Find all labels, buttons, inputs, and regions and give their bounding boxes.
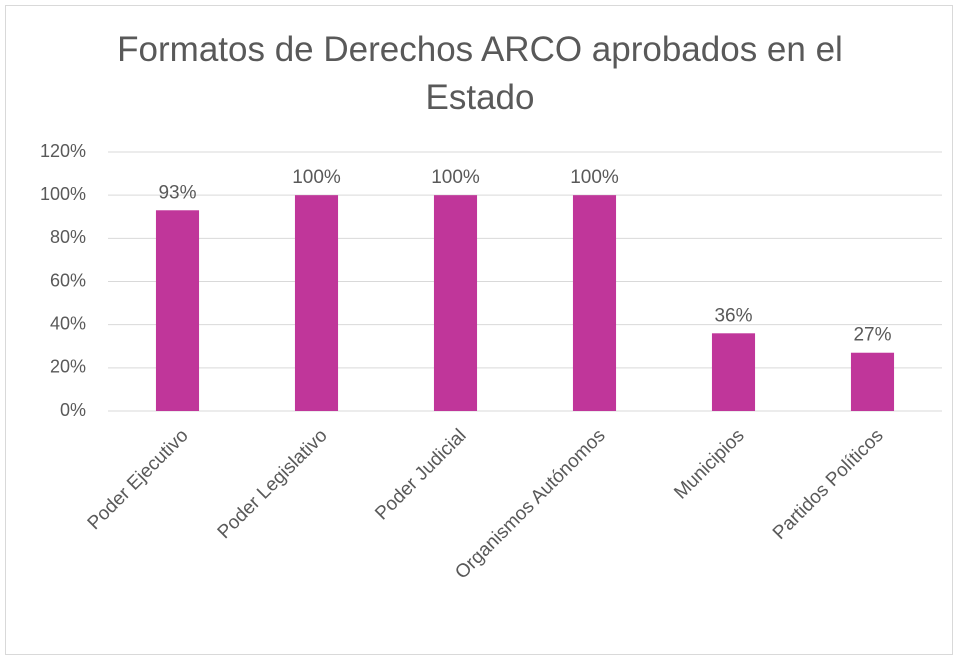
- data-label: 93%: [158, 182, 196, 203]
- data-label: 100%: [570, 167, 619, 188]
- bar: [433, 195, 478, 411]
- y-tick-label: 100%: [40, 184, 86, 204]
- bar: [155, 210, 200, 411]
- bar: [850, 352, 895, 411]
- x-tick-label: Poder Judicial: [371, 425, 470, 524]
- x-tick-label: Organismos Autónomos: [451, 425, 609, 583]
- y-tick-label: 0%: [60, 400, 86, 420]
- y-tick-label: 20%: [50, 357, 86, 377]
- y-tick-label: 60%: [50, 270, 86, 290]
- data-label: 100%: [292, 167, 341, 188]
- chart-frame: [5, 5, 953, 655]
- data-label: 27%: [853, 325, 891, 346]
- chart-title: Formatos de Derechos ARCO aprobados en e…: [117, 30, 843, 117]
- y-tick-label: 80%: [50, 227, 86, 247]
- x-tick-label: Partidos Políticos: [769, 425, 888, 544]
- data-label: 100%: [431, 167, 480, 188]
- y-tick-label: 120%: [40, 141, 86, 161]
- y-tick-label: 40%: [50, 313, 86, 333]
- bar: [294, 195, 339, 411]
- bar: [572, 195, 617, 411]
- x-tick-label: Poder Ejecutivo: [84, 425, 193, 534]
- x-tick-label: Municipios: [670, 425, 748, 503]
- data-label: 36%: [714, 305, 752, 326]
- bar: [711, 333, 756, 411]
- x-tick-label: Poder Legislativo: [214, 425, 332, 543]
